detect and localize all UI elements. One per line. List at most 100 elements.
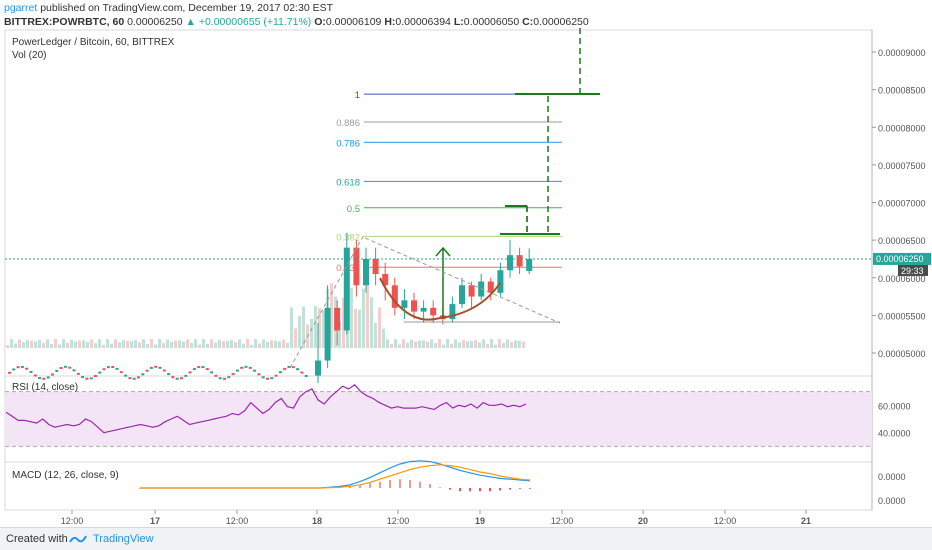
candle-body xyxy=(227,376,231,379)
volume-bar xyxy=(434,343,437,348)
macd-histogram-bar xyxy=(399,479,401,488)
macd-histogram-bar xyxy=(409,480,411,488)
volume-bar xyxy=(114,339,117,348)
published-text: published on TradingView.com, December 1… xyxy=(40,2,334,14)
macd-histogram-bar xyxy=(419,481,421,488)
volume-bar xyxy=(210,339,213,348)
volume-bar xyxy=(82,340,85,348)
volume-bar xyxy=(350,288,353,348)
candle-body xyxy=(430,307,437,316)
volume-bar xyxy=(442,344,445,348)
volume-bar xyxy=(382,328,385,348)
macd-axis-label: 0.0000 xyxy=(878,472,906,482)
tradingview-logo-icon xyxy=(69,535,87,543)
macd-histogram-bar xyxy=(529,488,531,489)
candle-body xyxy=(334,307,341,331)
macd-histogram-bar xyxy=(389,480,391,488)
macd-histogram-bar xyxy=(459,488,461,492)
volume-bar xyxy=(378,307,381,348)
volume-bar xyxy=(150,339,153,348)
candle-body xyxy=(235,369,239,372)
volume-bar xyxy=(18,339,21,348)
volume-bar xyxy=(474,340,477,348)
candle-body xyxy=(132,377,136,380)
candle-body xyxy=(266,377,269,380)
candle-body xyxy=(526,258,533,271)
volume-bar xyxy=(358,309,361,348)
volume-bar xyxy=(54,339,57,348)
candle-body xyxy=(270,377,274,380)
arrow-head-icon xyxy=(435,246,451,257)
volume-bar xyxy=(298,315,301,348)
candle-body xyxy=(324,307,331,361)
rsi-pane-title[interactable]: RSI (14, close) xyxy=(12,382,79,393)
y-axis-tick-label: 0.00006500 xyxy=(878,236,926,246)
volume-bar xyxy=(250,344,253,348)
volume-bar xyxy=(178,340,181,348)
candle-body xyxy=(46,376,50,379)
candle-body xyxy=(278,371,282,374)
volume-bar xyxy=(38,339,41,348)
candle-body xyxy=(449,304,456,320)
candle-body xyxy=(223,377,226,380)
candle-body xyxy=(98,371,102,374)
volume-bar xyxy=(6,345,9,348)
volume-bar xyxy=(314,306,317,348)
macd-histogram-bar xyxy=(449,488,451,490)
main-pane-title[interactable]: PowerLedger / Bitcoin, 60, BITTREX xyxy=(12,37,175,48)
candle-body xyxy=(94,375,97,378)
candle-body xyxy=(184,374,188,377)
open-label: O: xyxy=(314,16,326,28)
macd-histogram-bar xyxy=(359,484,361,488)
volume-bar xyxy=(366,283,369,348)
volume-bar xyxy=(302,306,305,348)
candle-body xyxy=(175,377,179,380)
volume-bar xyxy=(386,339,389,348)
volume-bar xyxy=(486,343,489,348)
symbol-line: BITTREX:POWRBTC, 60 0.00006250 ▲ +0.0000… xyxy=(4,16,589,28)
candle-body xyxy=(391,285,398,308)
y-axis-tick-label: 0.00005000 xyxy=(878,349,926,359)
author-link[interactable]: pgarret xyxy=(4,2,38,14)
volume-bar xyxy=(254,339,257,348)
candle-body xyxy=(38,377,42,380)
candle-body xyxy=(128,377,132,380)
fib-level-label: 0.886 xyxy=(336,118,360,129)
candle-body xyxy=(81,376,85,379)
candle-body xyxy=(51,373,54,376)
candle-body xyxy=(300,371,304,374)
y-axis-tick-label: 0.00007000 xyxy=(878,199,926,209)
candle-body xyxy=(59,367,63,370)
volume-bar xyxy=(90,339,93,348)
volume-bar xyxy=(426,341,429,348)
fib-level-label: 1 xyxy=(355,90,360,101)
macd-pane-title[interactable]: MACD (12, 26, close, 9) xyxy=(12,470,119,481)
volume-bar xyxy=(30,340,33,348)
volume-bar xyxy=(522,341,525,348)
volume-bar xyxy=(202,339,205,348)
macd-axis-label: 0.0000 xyxy=(878,496,906,506)
volume-bar xyxy=(66,342,69,348)
macd-histogram-bar xyxy=(369,483,371,488)
tradingview-brand-link[interactable]: TradingView xyxy=(93,533,154,545)
chart-canvas[interactable]: 0.00009000 0.00008500 0.00008000 0.00007500… xyxy=(0,28,932,528)
symbol-name[interactable]: BITTREX:POWRBTC, 60 xyxy=(4,16,125,28)
candle-body xyxy=(507,255,513,271)
y-axis-tick-label: 0.00007500 xyxy=(878,161,926,171)
volume-indicator-label[interactable]: Vol (20) xyxy=(12,50,47,61)
created-with-text: Created with xyxy=(6,533,68,545)
volume-bar xyxy=(414,341,417,348)
candle-body xyxy=(12,368,16,371)
volume-bar xyxy=(214,342,217,348)
candle-body xyxy=(261,376,265,379)
y-axis-tick-label: 0.00009000 xyxy=(878,48,926,58)
candle-body xyxy=(29,370,33,373)
candle-body xyxy=(145,369,149,372)
candle-body xyxy=(154,365,158,368)
volume-bar xyxy=(166,339,169,348)
fib-level-label: 0.618 xyxy=(336,177,360,188)
up-arrow-icon: ▲ xyxy=(185,16,196,28)
volume-bar xyxy=(50,344,53,348)
volume-bar xyxy=(206,343,209,348)
volume-bar xyxy=(142,339,145,348)
